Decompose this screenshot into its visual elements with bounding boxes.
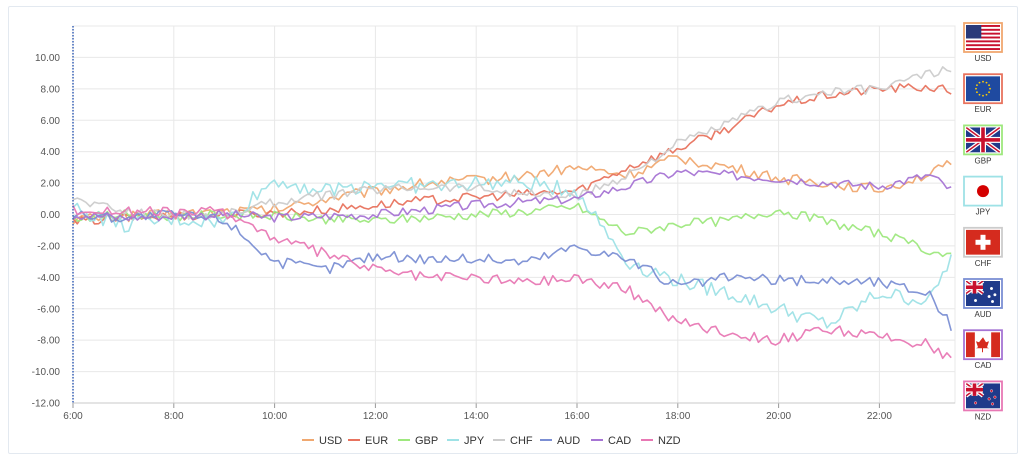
currency-flag-panel[interactable]: USD EUR GBP JPY CHF AUD CAD NZD [964, 23, 1002, 421]
flag-label: NZD [975, 412, 992, 421]
x-tick-label: 14:00 [464, 411, 489, 422]
x-tick-label: 18:00 [665, 411, 690, 422]
flag-button-nzd[interactable]: NZD [964, 381, 1002, 421]
flag-button-cad[interactable]: CAD [964, 330, 1002, 370]
flag-label: CHF [975, 259, 992, 268]
y-tick-label: 4.00 [41, 147, 61, 158]
x-tick-label: 16:00 [564, 411, 589, 422]
legend-label: AUD [557, 435, 580, 447]
legend-item-chf[interactable]: CHF [493, 435, 533, 447]
legend-item-cad[interactable]: CAD [591, 435, 631, 447]
flag-button-eur[interactable]: EUR [964, 74, 1002, 114]
series-line-jpy [73, 175, 951, 328]
flag-label: USD [975, 54, 992, 63]
legend-item-nzd[interactable]: NZD [641, 435, 681, 447]
ca-flag-icon [966, 332, 1000, 357]
x-tick-label: 22:00 [867, 411, 892, 422]
y-tick-label: 8.00 [41, 84, 61, 95]
y-tick-label: -6.00 [37, 304, 60, 315]
legend-item-eur[interactable]: EUR [348, 435, 388, 447]
flag-button-chf[interactable]: CHF [964, 228, 1002, 268]
x-tick-label: 12:00 [363, 411, 388, 422]
y-tick-label: -10.00 [32, 367, 61, 378]
jp-flag-icon [966, 179, 1000, 204]
eu-flag-icon [966, 76, 1000, 101]
x-tick-label: 8:00 [164, 411, 184, 422]
legend-item-gbp[interactable]: GBP [398, 435, 438, 447]
nz-flag-icon [966, 383, 1000, 408]
legend-item-usd[interactable]: USD [302, 435, 342, 447]
legend-label: EUR [365, 435, 388, 447]
au-flag-icon [966, 281, 1000, 306]
y-tick-label: -2.00 [37, 241, 60, 252]
legend-label: CHF [510, 435, 533, 447]
x-tick-label: 20:00 [766, 411, 791, 422]
legend-label: NZD [658, 435, 681, 447]
x-tick-label: 6:00 [63, 411, 83, 422]
flag-label: EUR [975, 105, 992, 114]
x-tick-label: 10:00 [262, 411, 287, 422]
y-tick-label: 10.00 [35, 53, 60, 64]
legend-label: JPY [464, 435, 485, 447]
legend-label: USD [319, 435, 342, 447]
flag-button-usd[interactable]: USD [964, 23, 1002, 63]
legend-label: GBP [415, 435, 438, 447]
gb-flag-icon [966, 127, 1000, 152]
legend-item-aud[interactable]: AUD [540, 435, 580, 447]
flag-label: JPY [976, 208, 991, 217]
y-tick-label: 0.00 [41, 210, 61, 221]
flag-label: CAD [975, 361, 992, 370]
y-tick-label: -12.00 [32, 399, 61, 410]
legend-item-jpy[interactable]: JPY [447, 435, 485, 447]
y-tick-label: -4.00 [37, 273, 60, 284]
flag-label: GBP [975, 156, 992, 165]
legend[interactable]: USD EUR GBP JPY CHF AUD CAD NZD [302, 435, 681, 447]
flag-button-jpy[interactable]: JPY [964, 177, 1002, 217]
series-line-aud [73, 211, 951, 331]
y-tick-label: -8.00 [37, 336, 60, 347]
axes: 6:00 8:00 10:00 12:00 14:00 16:00 18:00 20:00 22… [32, 26, 955, 422]
series-lines [73, 67, 951, 358]
flag-button-aud[interactable]: AUD [964, 279, 1002, 319]
series-line-eur [73, 84, 951, 224]
y-tick-label: 6.00 [41, 116, 61, 127]
legend-label: CAD [608, 435, 631, 447]
flag-label: AUD [975, 310, 992, 319]
y-tick-label: 2.00 [41, 179, 61, 190]
flag-button-gbp[interactable]: GBP [964, 125, 1002, 165]
ch-flag-icon [966, 230, 1000, 255]
